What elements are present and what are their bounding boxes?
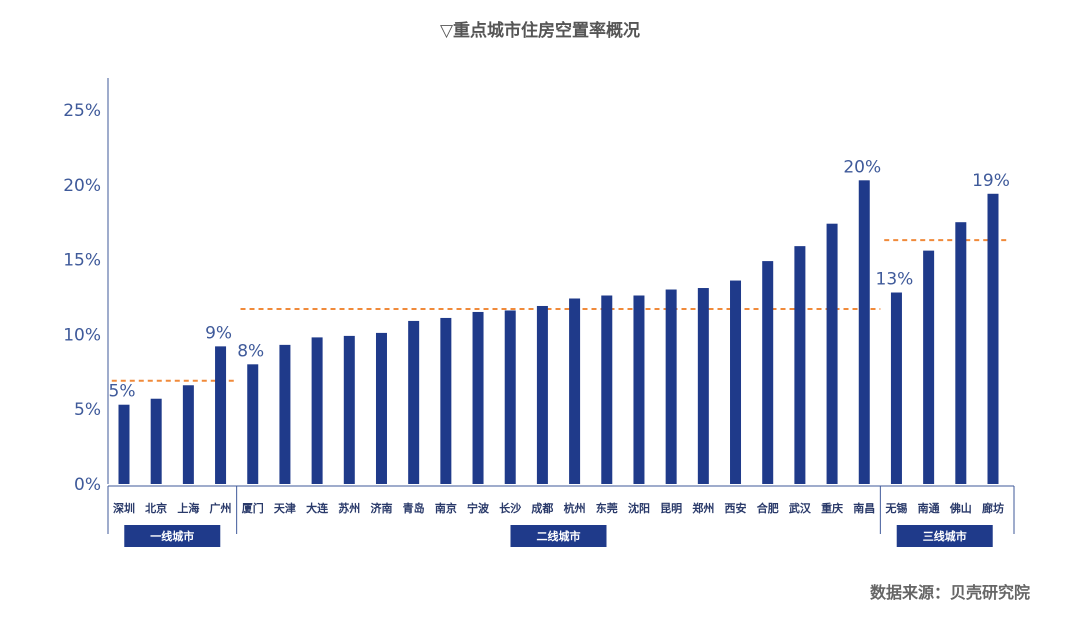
y-tick-label: 0% xyxy=(74,475,101,495)
x-tick-label: 郑州 xyxy=(692,501,714,515)
data-label: 19% xyxy=(972,171,1010,191)
group-label: 二线城市 xyxy=(537,529,581,543)
x-tick-label: 重庆 xyxy=(821,501,843,515)
chart-title: ▽重点城市住房空置率概况 xyxy=(440,20,640,41)
x-tick-label: 大连 xyxy=(306,501,329,515)
bars xyxy=(118,180,999,485)
bar xyxy=(890,292,902,484)
bar xyxy=(569,298,581,484)
x-tick-label: 南昌 xyxy=(853,501,875,515)
bar xyxy=(923,250,935,484)
data-label: 9% xyxy=(205,323,232,343)
y-axis: 0% 5% 10% 15% 20% 25% xyxy=(63,78,109,495)
y-tick-label: 15% xyxy=(63,251,101,271)
bar xyxy=(472,311,484,484)
bar xyxy=(311,337,323,484)
bar xyxy=(697,288,709,484)
x-tick-label: 长沙 xyxy=(499,501,521,515)
x-tick-label: 佛山 xyxy=(949,501,972,515)
x-tick-label: 上海 xyxy=(177,501,199,515)
x-tick-label: 西安 xyxy=(725,501,747,515)
x-tick-label: 广州 xyxy=(210,501,232,515)
bar xyxy=(858,180,870,484)
x-tick-label: 南通 xyxy=(918,501,940,515)
x-tick-label: 廊坊 xyxy=(982,501,1004,515)
bar xyxy=(279,344,291,484)
y-tick-label: 5% xyxy=(74,400,101,420)
source-note: 数据来源：贝壳研究院 xyxy=(870,583,1030,602)
bar xyxy=(150,398,162,484)
bar xyxy=(665,289,677,484)
bar xyxy=(182,385,194,484)
x-tick-label: 深圳 xyxy=(113,501,135,515)
x-tick-label: 武汉 xyxy=(789,501,812,515)
group-label-box xyxy=(124,525,221,547)
x-tick-label: 济南 xyxy=(370,501,392,515)
x-tick-label: 沈阳 xyxy=(628,501,650,515)
bar xyxy=(215,346,227,484)
x-tick-label: 昆明 xyxy=(660,502,682,515)
x-tick-label: 苏州 xyxy=(338,501,360,515)
y-tick-label: 20% xyxy=(63,176,101,196)
y-tick-label: 10% xyxy=(63,325,101,345)
data-label: 5% xyxy=(109,382,136,402)
x-axis: 深圳 北京 上海 广州 厦门 天津 大连 苏州 济南 青岛 南京 宁波 长沙 成都 杭州 东莞 沈阳 昆明 郑州 西安… xyxy=(107,485,1015,534)
bar xyxy=(247,364,259,484)
x-tick-label: 东莞 xyxy=(596,501,618,515)
bar xyxy=(794,246,806,484)
group-label: 三线城市 xyxy=(923,529,967,543)
bar xyxy=(118,404,130,484)
x-tick-label: 成都 xyxy=(531,501,553,515)
x-tick-label: 天津 xyxy=(274,501,296,515)
data-label: 13% xyxy=(876,270,914,290)
x-tick-label: 厦门 xyxy=(242,501,264,515)
group-labels: 一线城市 二线城市 三线城市 xyxy=(124,525,993,547)
data-label: 20% xyxy=(843,157,881,177)
bar xyxy=(343,335,355,484)
x-tick-label: 北京 xyxy=(145,501,167,515)
data-label: 8% xyxy=(237,341,264,361)
x-tick-label: 杭州 xyxy=(564,501,586,515)
x-tick-label: 南京 xyxy=(435,501,457,515)
bar xyxy=(730,280,742,484)
bar xyxy=(408,320,420,484)
bar xyxy=(762,261,774,484)
average-lines xyxy=(111,239,1010,382)
group-label: 一线城市 xyxy=(150,529,194,543)
bar xyxy=(536,305,548,484)
bar xyxy=(955,222,967,484)
bar xyxy=(987,193,999,484)
x-tick-label: 青岛 xyxy=(403,501,425,515)
data-labels: 5% 9%8% 20% 13% 19% xyxy=(109,157,1010,401)
group-label-box xyxy=(510,525,607,547)
group-label-box xyxy=(896,525,993,547)
bar xyxy=(440,317,452,484)
x-tick-label: 合肥 xyxy=(757,501,779,515)
x-tick-label: 宁波 xyxy=(467,501,490,515)
bar xyxy=(633,295,645,484)
bar xyxy=(826,223,838,485)
bar xyxy=(504,310,516,484)
bar xyxy=(375,332,387,484)
y-tick-label: 25% xyxy=(63,101,101,121)
x-tick-label: 无锡 xyxy=(884,501,907,515)
bar xyxy=(601,295,613,484)
